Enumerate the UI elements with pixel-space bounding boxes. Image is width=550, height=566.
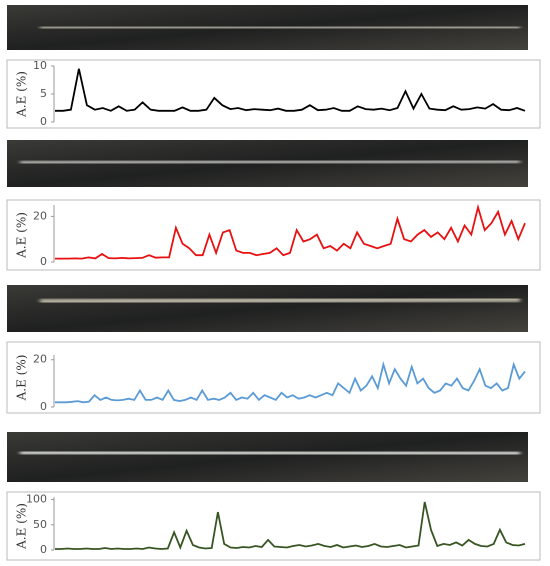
y-tick-label: 0 [40, 543, 47, 556]
chart-frame [6, 491, 541, 561]
y-tick-label: 0 [40, 255, 47, 268]
line [55, 68, 526, 112]
y-tick-label: 0 [40, 400, 47, 413]
chart-frame [6, 341, 541, 414]
line [55, 501, 526, 550]
y-tick-label: 0 [40, 115, 47, 128]
y-tick-label: 5 [40, 87, 47, 100]
y-axis-label: A.E (%) [15, 71, 29, 118]
chart-frame [6, 59, 541, 129]
y-tick-label: 20 [33, 353, 47, 366]
y-tick-label: 10 [33, 59, 47, 72]
photo [7, 140, 528, 187]
photo [7, 432, 528, 482]
y-axis-label: A.E (%) [15, 355, 29, 402]
y-tick-label: 100 [26, 493, 47, 506]
line [55, 203, 526, 260]
y-axis-label: A.E (%) [15, 503, 29, 550]
photo [7, 5, 528, 50]
photo [7, 285, 528, 332]
y-tick-label: 20 [33, 209, 47, 222]
y-tick-label: 50 [33, 518, 47, 531]
y-axis-label: A.E (%) [15, 212, 29, 259]
line [55, 361, 526, 404]
